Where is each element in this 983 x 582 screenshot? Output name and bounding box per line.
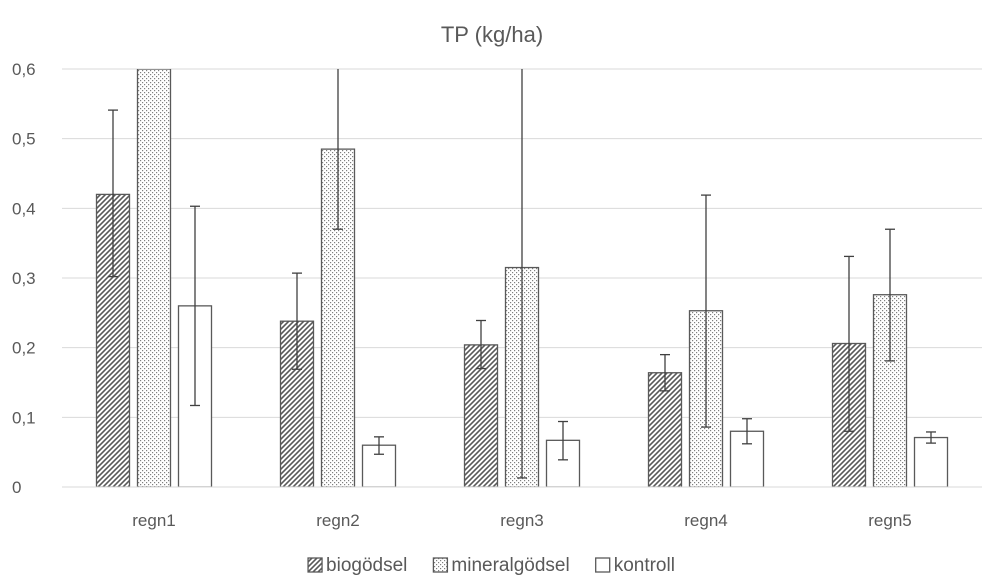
- legend-swatch-kontroll: [595, 557, 611, 573]
- y-axis-tick-labels: 0 0,1 0,2 0,3 0,4 0,5 0,6: [12, 60, 36, 497]
- legend-label-mineralgödsel: mineralgödsel: [451, 555, 569, 576]
- legend-label-kontroll: kontroll: [614, 555, 675, 576]
- chart-title: TP (kg/ha): [441, 22, 543, 47]
- x-tick-label: regn1: [132, 511, 175, 530]
- y-tick-label: 0,5: [12, 130, 36, 149]
- error-bars: [108, 69, 936, 479]
- y-tick-label: 0: [12, 478, 21, 497]
- y-tick-label: 0,4: [12, 199, 36, 218]
- y-tick-label: 0,6: [12, 60, 36, 79]
- x-axis-tick-labels: regn1 regn2 regn3 regn4 regn5: [132, 511, 911, 530]
- legend-label-biogödsel: biogödsel: [326, 555, 407, 576]
- y-tick-label: 0,3: [12, 269, 36, 288]
- legend: biogödsel mineralgödsel kontroll: [307, 555, 675, 576]
- bar-mineralgödsel-regn1: [136, 69, 172, 487]
- legend-swatch-biogödsel: [307, 557, 323, 573]
- bar-kontroll-regn5: [913, 436, 949, 487]
- x-tick-label: regn3: [500, 511, 543, 530]
- legend-swatch-mineralgödsel: [432, 557, 449, 573]
- x-tick-label: regn2: [316, 511, 359, 530]
- y-tick-label: 0,2: [12, 339, 36, 358]
- x-tick-label: regn5: [868, 511, 911, 530]
- y-tick-label: 0,1: [12, 408, 36, 427]
- x-tick-label: regn4: [684, 511, 727, 530]
